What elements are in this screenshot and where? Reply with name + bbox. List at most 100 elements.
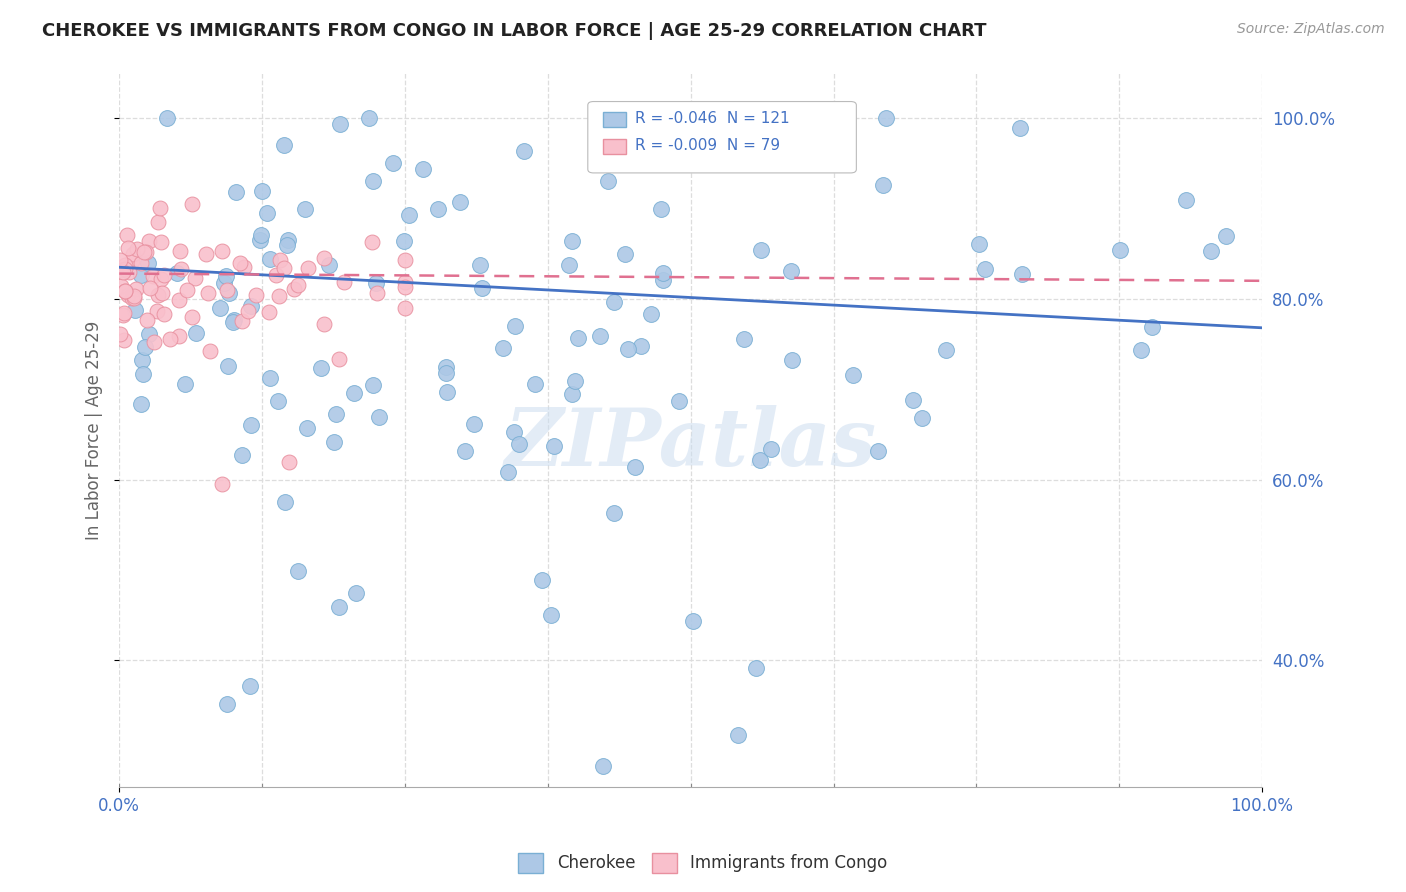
Point [287,564,309,578]
Point [273,260,295,275]
Point [682,614,704,628]
Point [297,261,319,276]
Point [318,259,340,273]
Point [166,266,188,280]
Point [221,315,243,329]
Point [492,341,515,355]
Point [751,243,773,257]
Point [224,312,246,326]
Point [974,261,997,276]
Point [211,244,233,259]
Point [156,111,179,125]
Point [231,314,253,328]
Point [114,258,136,272]
Point [841,368,863,382]
Point [259,370,281,384]
Point [294,202,316,216]
Point [427,202,450,216]
Point [121,254,143,268]
Point [394,279,416,293]
Point [114,261,136,276]
Point [217,359,239,373]
Point [630,339,652,353]
Point [780,353,803,368]
Point [875,111,897,125]
Point [603,506,626,520]
Text: ZIPatlas: ZIPatlas [505,406,877,483]
Point [110,262,132,277]
Point [132,367,155,381]
Point [967,236,990,251]
Point [277,454,299,468]
Point [1130,343,1153,357]
Point [1215,228,1237,243]
Point [412,161,434,176]
Point [138,327,160,342]
Point [259,252,281,267]
Point [394,252,416,267]
Point [727,728,749,742]
Point [748,453,770,467]
Point [124,303,146,318]
Point [361,235,384,250]
Point [1008,121,1031,136]
Point [277,233,299,247]
Point [398,208,420,222]
Point [250,227,273,242]
Point [114,285,136,299]
Point [557,258,579,272]
Point [117,288,139,302]
Point [129,268,152,282]
Point [935,343,957,357]
Text: CHEROKEE VS IMMIGRANTS FROM CONGO IN LABOR FORCE | AGE 25-29 CORRELATION CHART: CHEROKEE VS IMMIGRANTS FROM CONGO IN LAB… [42,22,987,40]
Point [135,244,157,259]
Point [436,385,458,400]
Point [153,268,176,282]
FancyBboxPatch shape [588,102,856,173]
Point [136,313,159,327]
Point [357,111,380,125]
Point [267,394,290,409]
Point [273,138,295,153]
Point [911,411,934,425]
Point [872,178,894,193]
Point [121,292,143,306]
Point [364,276,387,290]
Point [561,387,583,401]
Point [595,130,617,145]
Point [269,252,291,267]
Point [624,460,647,475]
Point [614,246,637,260]
Point [208,301,231,316]
Point [543,439,565,453]
Point [598,174,620,188]
Point [1199,244,1222,258]
Point [250,185,273,199]
Point [132,244,155,259]
Point [125,282,148,296]
Point [434,366,457,380]
Point [112,306,135,320]
Point [146,287,169,301]
Point [530,574,553,588]
Text: R = -0.046  N = 121: R = -0.046 N = 121 [634,112,789,126]
Point [134,340,156,354]
Point [181,197,204,211]
Point [198,343,221,358]
Point [616,343,638,357]
Point [650,202,672,217]
Point [257,305,280,319]
Point [114,284,136,298]
Point [239,680,262,694]
FancyBboxPatch shape [603,112,626,127]
Point [463,417,485,432]
Point [125,242,148,256]
Point [269,289,291,303]
Y-axis label: In Labor Force | Age 25-29: In Labor Force | Age 25-29 [86,320,103,540]
Point [1109,244,1132,258]
Point [745,661,768,675]
Point [394,275,416,289]
Point [592,758,614,772]
Point [146,303,169,318]
Point [367,409,389,424]
